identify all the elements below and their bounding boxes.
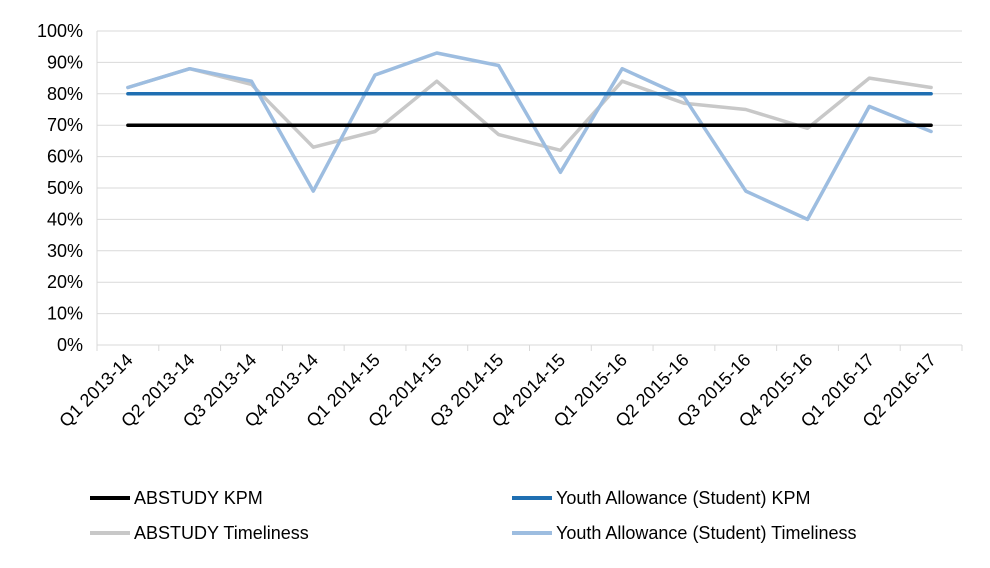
- legend-label: ABSTUDY Timeliness: [134, 523, 309, 543]
- y-tick-label: 60%: [47, 147, 83, 167]
- y-tick-label: 100%: [37, 21, 83, 41]
- series-line-3: [126, 51, 933, 222]
- legend-label: Youth Allowance (Student) Timeliness: [556, 523, 857, 543]
- y-tick-label: 40%: [47, 209, 83, 229]
- y-tick-label: 10%: [47, 304, 83, 324]
- y-tick-label: 0%: [57, 335, 83, 355]
- y-tick-label: 20%: [47, 272, 83, 292]
- legend-label: ABSTUDY KPM: [134, 488, 263, 508]
- legend: ABSTUDY KPM Youth Allowance (Student) KPM…: [90, 488, 857, 543]
- y-tick-label: 80%: [47, 84, 83, 104]
- y-tick-label: 90%: [47, 52, 83, 72]
- legend-label: Youth Allowance (Student) KPM: [556, 488, 811, 508]
- y-axis-ticks: 0% 10% 20% 30% 40% 50% 60% 70% 80% 90% 100%: [37, 21, 83, 355]
- y-tick-label: 50%: [47, 178, 83, 198]
- series-lines: [126, 51, 933, 222]
- y-tick-label: 70%: [47, 115, 83, 135]
- y-tick-label: 30%: [47, 241, 83, 261]
